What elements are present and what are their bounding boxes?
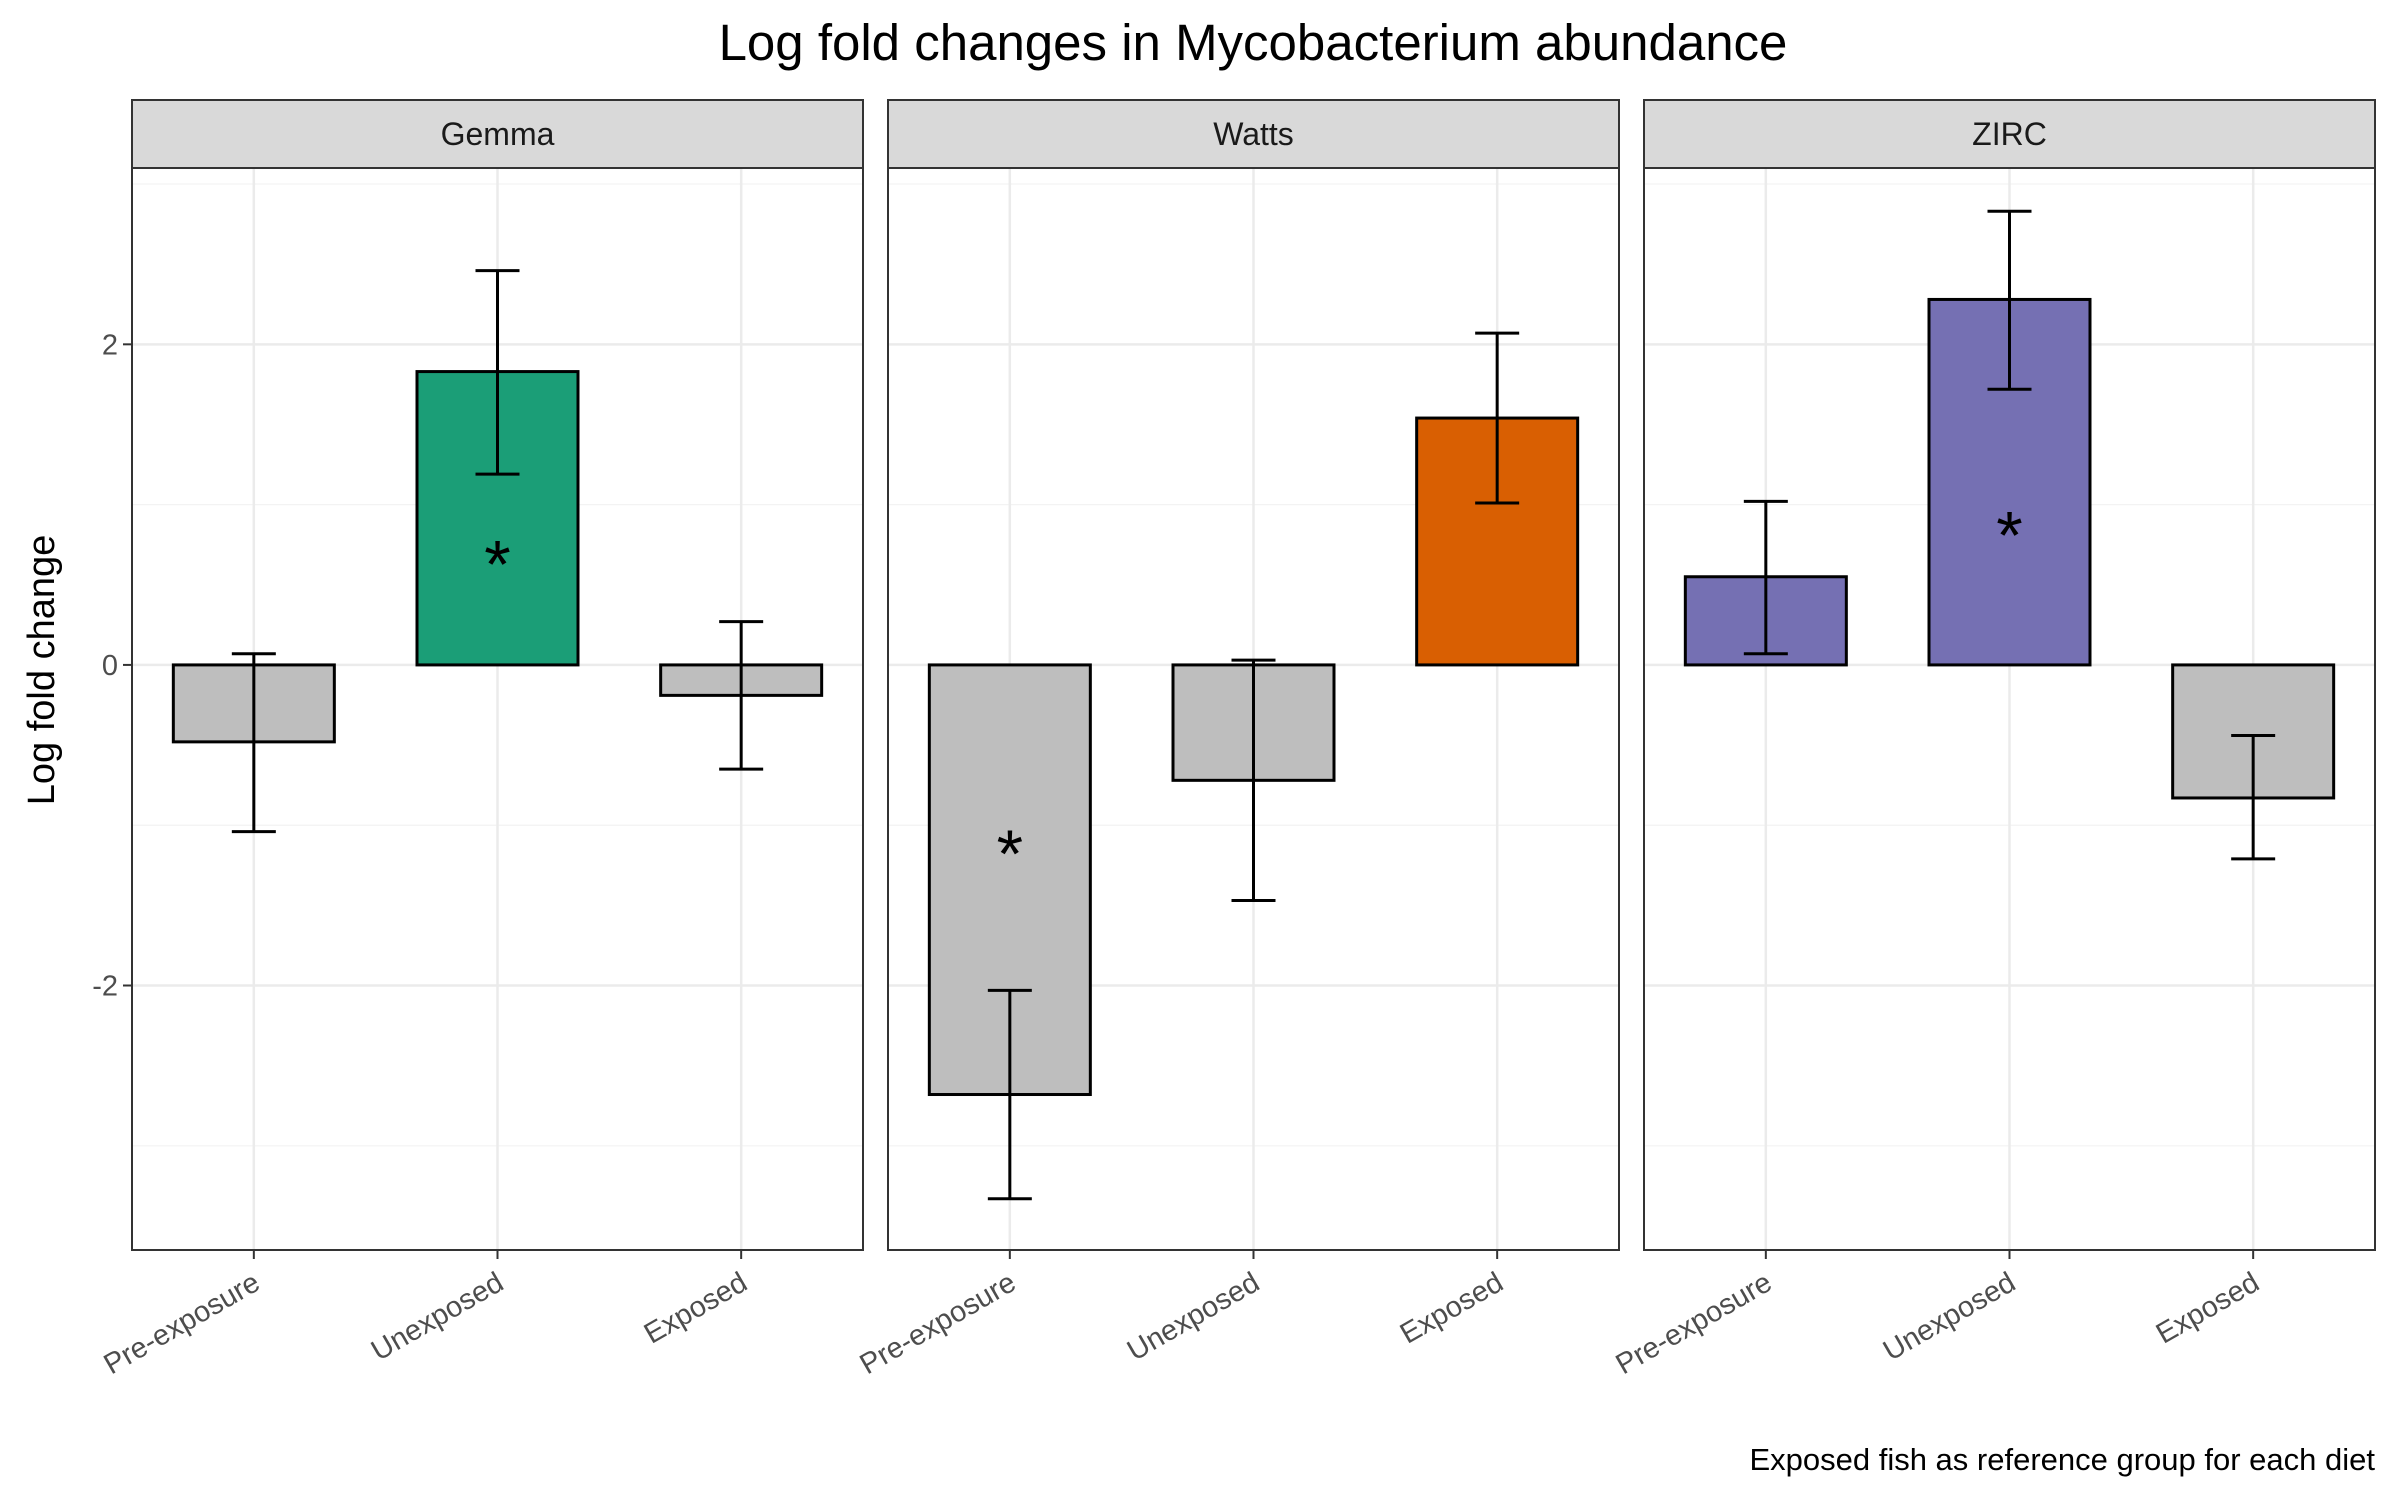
facet-strip xyxy=(887,99,1620,169)
significance-marker: * xyxy=(484,527,510,603)
significance-marker: * xyxy=(997,816,1023,892)
y-axis-title: Log fold change xyxy=(21,535,63,805)
facet-panel-zirc: Pre-exposure * Unexposed Exposed ZIRC xyxy=(1611,99,2376,1381)
x-tick-label: Unexposed xyxy=(1122,1266,1265,1367)
facet-label: ZIRC xyxy=(1972,116,2047,152)
y-tick-label: 0 xyxy=(102,650,118,682)
y-tick-label: 2 xyxy=(102,329,118,361)
chart-title: Log fold changes in Mycobacterium abunda… xyxy=(719,14,1788,71)
facet-strip xyxy=(1643,99,2376,169)
x-tick-label: Pre-exposure xyxy=(99,1266,266,1381)
x-tick-label: Exposed xyxy=(1395,1266,1509,1350)
x-tick-label: Unexposed xyxy=(366,1266,509,1367)
x-tick-label: Pre-exposure xyxy=(1611,1266,1778,1381)
x-tick-label: Pre-exposure xyxy=(855,1266,1022,1381)
facet-label: Watts xyxy=(1213,116,1294,152)
facet-panel-gemma: Pre-exposure * Unexposed Exposed Gemma xyxy=(99,99,864,1381)
facet-panel-watts: * Pre-exposure Unexposed Exposed Watts xyxy=(855,99,1620,1381)
chart-caption: Exposed fish as reference group for each… xyxy=(1749,1442,2375,1477)
facet-strip xyxy=(131,99,864,169)
x-tick-label: Exposed xyxy=(639,1266,753,1350)
y-tick-label: -2 xyxy=(92,971,118,1003)
x-tick-label: Unexposed xyxy=(1878,1266,2021,1367)
significance-marker: * xyxy=(1996,498,2022,574)
x-tick-label: Exposed xyxy=(2151,1266,2265,1350)
facet-label: Gemma xyxy=(441,116,555,152)
